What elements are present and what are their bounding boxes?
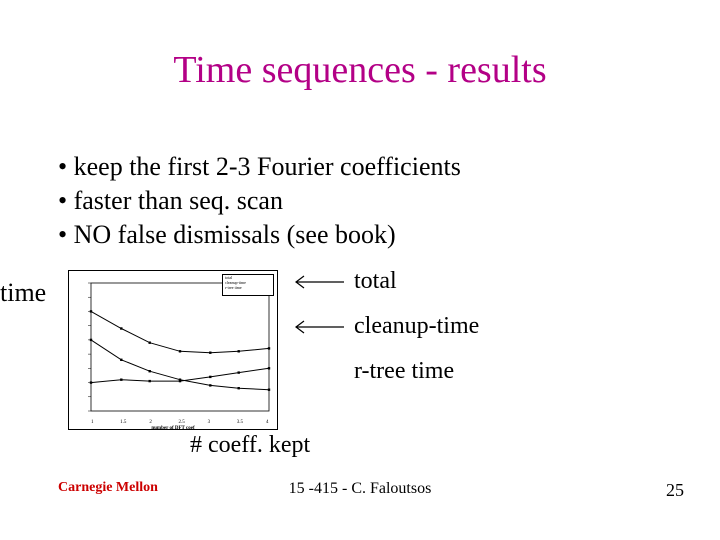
callout-label: r-tree time [354,358,454,385]
slide-title: Time sequences - results [0,48,720,92]
arrow-left-icon [288,273,344,291]
slide-number: 25 [666,480,684,501]
chart-panel: total cleanup-time r-tree time 1 1.5 2 2… [68,270,278,430]
callout-total: total [288,268,479,295]
bullet-item: faster than seq. scan [58,184,461,218]
bullet-item: keep the first 2-3 Fourier coefficients [58,150,461,184]
callout-rtree: r-tree time [288,358,479,385]
footer-course: 15 -415 - C. Faloutsos [0,480,720,498]
y-axis-label: time [0,278,46,308]
arrow-left-icon [288,318,344,336]
callout-cleanup: cleanup-time [288,313,479,340]
x-ticks: 1 1.5 2 2.5 3 3.5 4 [91,420,267,425]
x-axis-label: # coeff. kept [190,432,310,459]
bullet-item: NO false dismissals (see book) [58,218,461,252]
callout-label: cleanup-time [354,313,479,340]
x-axis-caption: number of DFT coef [69,426,277,431]
callout-label: total [354,268,397,295]
chart-legend: total cleanup-time r-tree time [222,274,274,296]
callouts: total cleanup-time r-tree time [288,268,479,403]
bullet-list: keep the first 2-3 Fourier coefficients … [58,150,461,251]
